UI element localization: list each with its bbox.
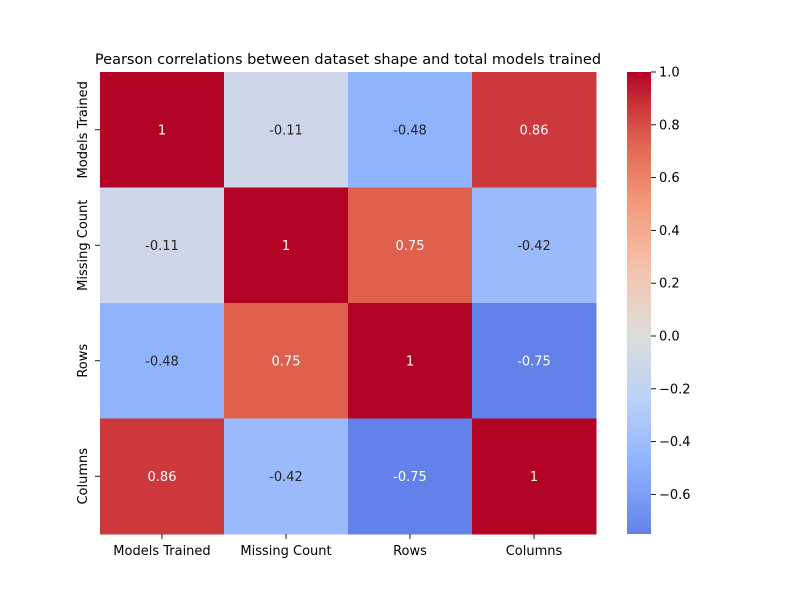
x-tick-label: Columns [506,544,563,559]
cell-value-label: 1 [406,354,414,369]
y-tick-label: Models Trained [76,81,91,178]
cell-value-label: -0.11 [145,239,179,254]
heatmap-cell [472,418,597,535]
heatmap-cell [224,418,349,535]
cell-value-label: 0.75 [272,354,301,369]
cell-value-label: -0.42 [269,470,303,485]
cell-value-label: -0.11 [269,123,303,138]
x-tick-label: Models Trained [113,544,210,559]
cell-value-label: 1 [158,123,166,138]
cell-value-label: -0.42 [517,239,551,254]
colorbar-tick-label: −0.6 [659,488,691,503]
colorbar-tick-label: 0.0 [659,330,680,345]
heatmap-cell-labels: 1 -0.11 -0.48 0.86 -0.11 1 0.75 -0.42 -0.48 0.75 1… [145,123,551,485]
colorbar-tick-label: −0.2 [659,382,691,397]
heatmap-cell [472,303,597,419]
colorbar-tick-label: −0.4 [659,435,691,450]
cell-value-label: 0.86 [520,123,549,138]
y-tick-label: Rows [76,344,91,378]
cell-value-label: 1 [282,239,290,254]
colorbar: −0.6 −0.4 −0.2 0.0 0.2 0.4 0.6 0.8 1.0 [627,66,691,534]
x-tick-label: Missing Count [240,544,331,559]
y-tick-label: Columns [76,448,91,505]
heatmap-cell [100,187,225,304]
heatmap-cell [224,72,349,188]
heatmap-cell [348,187,473,304]
colorbar-tick-label: 1.0 [659,66,680,81]
heatmap-cell [472,72,597,188]
cell-value-label: -0.48 [145,354,179,369]
heatmap-cell [348,303,473,419]
y-axis: Models Trained Missing Count Rows Columns [76,81,100,505]
x-axis: Models Trained Missing Count Rows Columns [113,534,563,559]
cell-value-label: 0.86 [148,470,177,485]
colorbar-tick-label: 0.6 [659,171,680,186]
chart-title: Pearson correlations between dataset sha… [95,52,601,68]
heatmap-cells [100,72,597,535]
heatmap-cell [348,72,473,188]
cell-value-label: -0.75 [517,354,551,369]
heatmap-cell [472,187,597,304]
heatmap-cell [224,187,349,304]
cell-value-label: -0.75 [393,470,427,485]
heatmap-cell [100,418,225,535]
colorbar-tick-label: 0.2 [659,277,680,292]
y-tick-label: Missing Count [76,200,91,291]
colorbar-bar [627,72,651,534]
cell-value-label: 0.75 [396,239,425,254]
heatmap-cell [100,72,225,188]
colorbar-tick-label: 0.8 [659,118,680,133]
x-tick-label: Rows [393,544,427,559]
cell-value-label: 1 [530,470,538,485]
heatmap-cell [224,303,349,419]
heatmap-cell [100,303,225,419]
colorbar-tick-label: 0.4 [659,224,680,239]
cell-value-label: -0.48 [393,123,427,138]
heatmap-cell [348,418,473,535]
